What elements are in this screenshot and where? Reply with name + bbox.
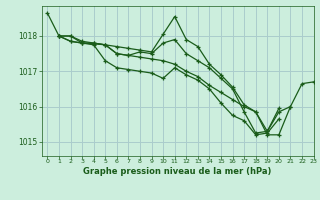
X-axis label: Graphe pression niveau de la mer (hPa): Graphe pression niveau de la mer (hPa) [84, 167, 272, 176]
